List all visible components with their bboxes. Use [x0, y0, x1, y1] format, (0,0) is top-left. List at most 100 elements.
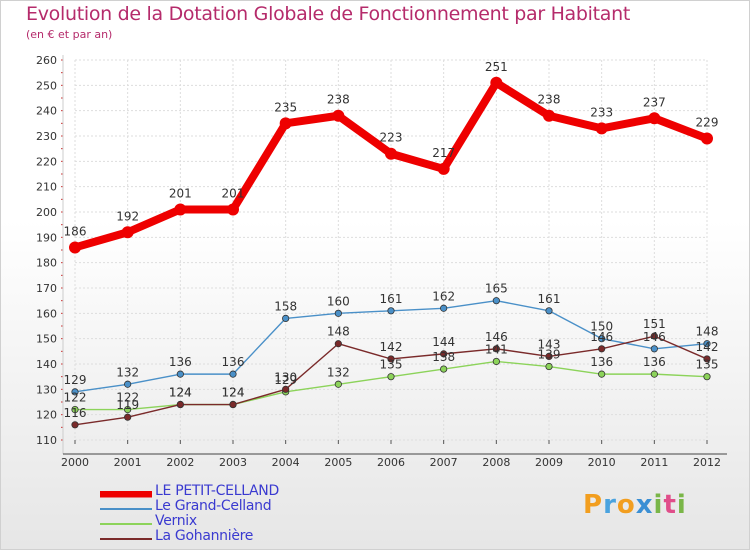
data-label-le-grand-celland: 161 — [538, 292, 561, 306]
x-tick-label: 2007 — [430, 456, 458, 469]
data-point-le-grand-celland — [492, 297, 500, 305]
y-tick-label: 150 — [36, 333, 57, 346]
y-tick-label: 220 — [36, 155, 57, 168]
data-label-la-gohanniere: 119 — [116, 398, 139, 412]
data-point-le-petit-celland — [437, 162, 450, 175]
data-point-la-gohanniere — [598, 345, 606, 353]
data-point-le-petit-celland — [227, 203, 239, 216]
y-tick-label: 170 — [36, 282, 57, 295]
data-point-vernix — [387, 373, 395, 381]
data-point-le-grand-celland — [703, 340, 711, 348]
data-label-le-grand-celland: 148 — [696, 325, 719, 339]
series-layer — [69, 76, 713, 429]
data-point-la-gohanniere — [334, 340, 342, 348]
data-label-le-petit-celland: 251 — [485, 60, 508, 74]
data-label-la-gohanniere: 124 — [169, 386, 192, 400]
data-point-le-grand-celland — [282, 314, 290, 322]
y-tick-label: 120 — [36, 409, 57, 422]
data-label-le-petit-celland: 229 — [696, 116, 719, 130]
data-label-vernix: 136 — [590, 355, 613, 369]
data-point-le-grand-celland — [124, 380, 132, 388]
data-label-le-grand-celland: 146 — [643, 330, 666, 344]
legend: LE PETIT-CELLAND Le Grand-Celland Vernix… — [100, 484, 360, 544]
legend-swatch-le-petit-celland — [100, 491, 152, 498]
data-point-vernix — [703, 373, 711, 381]
data-point-le-grand-celland — [650, 345, 658, 353]
data-point-le-grand-celland — [71, 388, 79, 396]
legend-item-la-gohanniere: La Gohannière — [100, 529, 360, 544]
y-tick-label: 230 — [36, 130, 57, 143]
data-label-la-gohanniere: 143 — [538, 337, 561, 351]
y-tick-label: 210 — [36, 181, 57, 194]
data-point-le-grand-celland — [176, 370, 184, 378]
data-label-le-grand-celland: 129 — [64, 373, 87, 387]
data-label-la-gohanniere: 124 — [222, 386, 245, 400]
y-tick-label: 240 — [36, 105, 57, 118]
data-point-le-grand-celland — [598, 335, 606, 343]
data-point-le-petit-celland — [490, 76, 503, 89]
data-point-la-gohanniere — [440, 350, 448, 358]
y-tick-label: 200 — [36, 206, 57, 219]
y-tick-label: 140 — [36, 358, 57, 371]
x-tick-label: 2010 — [588, 456, 616, 469]
data-point-le-petit-celland — [332, 109, 345, 122]
data-label-la-gohanniere: 146 — [485, 330, 508, 344]
legend-label: La Gohannière — [155, 528, 254, 544]
data-label-vernix: 139 — [538, 348, 561, 362]
y-tick-label: 260 — [36, 54, 57, 67]
data-label-vernix: 124 — [222, 386, 245, 400]
data-label-le-petit-celland: 217 — [432, 146, 455, 160]
data-point-vernix — [598, 370, 606, 378]
data-label-la-gohanniere: 130 — [274, 370, 297, 384]
data-point-le-grand-celland — [229, 370, 237, 378]
logo-letter: i — [676, 490, 687, 520]
legend-swatch-le-grand-celland — [100, 508, 152, 510]
data-label-le-grand-celland: 136 — [169, 355, 192, 369]
data-label-le-petit-celland: 237 — [643, 95, 666, 109]
data-label-vernix: 135 — [696, 358, 719, 372]
data-label-le-grand-celland: 158 — [274, 299, 297, 313]
legend-item-le-petit-celland: LE PETIT-CELLAND — [100, 484, 360, 499]
data-point-vernix — [124, 405, 132, 414]
logo-letter: i — [653, 490, 664, 520]
data-label-vernix: 138 — [432, 350, 455, 364]
data-point-le-petit-celland — [385, 147, 397, 160]
legend-item-vernix: Vernix — [100, 514, 360, 529]
data-point-le-grand-celland — [387, 307, 395, 315]
data-point-le-petit-celland — [701, 132, 713, 145]
y-tick-label: 190 — [36, 231, 57, 244]
legend-label: Le Grand-Celland — [155, 498, 272, 514]
logo-letter: P — [583, 490, 604, 520]
chart-title: Evolution de la Dotation Globale de Fonc… — [26, 3, 631, 25]
data-label-le-grand-celland: 162 — [432, 289, 455, 303]
data-point-la-gohanniere — [545, 352, 553, 360]
data-label-la-gohanniere: 148 — [327, 325, 350, 339]
data-label-vernix: 124 — [169, 386, 192, 400]
data-point-la-gohanniere — [229, 400, 237, 409]
logo-letter: t — [663, 490, 677, 520]
legend-swatch-la-gohanniere — [100, 538, 152, 540]
data-point-la-gohanniere — [492, 345, 500, 353]
x-tick-label: 2000 — [61, 456, 89, 469]
data-label-le-petit-celland: 192 — [116, 209, 139, 223]
data-label-le-petit-celland: 233 — [590, 105, 613, 119]
logo-letter: r — [603, 490, 617, 520]
data-point-la-gohanniere — [282, 385, 290, 393]
data-point-le-petit-celland — [121, 226, 134, 239]
legend-swatch-vernix — [100, 523, 152, 525]
data-label-layer: 122 122 124 124 129 132 135 138 141 139 136 136 135 1… — [64, 60, 719, 420]
data-point-vernix — [492, 357, 500, 366]
data-point-le-grand-celland — [545, 307, 553, 315]
data-label-le-petit-celland: 186 — [64, 224, 87, 238]
data-label-le-petit-celland: 223 — [380, 131, 403, 145]
data-label-le-petit-celland: 201 — [169, 186, 192, 200]
x-tick-label: 2011 — [640, 456, 668, 469]
y-tick-label: 130 — [36, 383, 57, 396]
data-point-le-petit-celland — [595, 122, 608, 135]
data-label-le-grand-celland: 150 — [590, 320, 613, 334]
data-label-le-petit-celland: 201 — [222, 186, 245, 200]
legend-label: Vernix — [155, 513, 197, 529]
data-point-le-grand-celland — [334, 309, 342, 317]
data-label-vernix: 122 — [116, 391, 139, 405]
logo-letter: x — [635, 490, 654, 520]
